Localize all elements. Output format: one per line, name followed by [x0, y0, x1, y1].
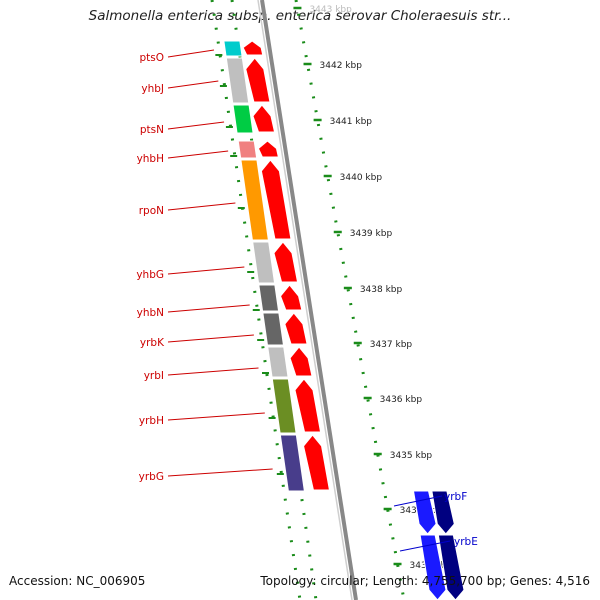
- gene-label: yrbI: [144, 370, 164, 382]
- gene-leader-line: [167, 150, 229, 159]
- gene-label: yrbF: [444, 491, 467, 503]
- gene-label: yrbE: [454, 536, 478, 548]
- scale-label: 3435 kbp: [390, 451, 433, 461]
- gene-arrow-reverse: [294, 378, 322, 433]
- ruler-inner-mid: [230, 0, 318, 600]
- gene-category-bar: [271, 378, 297, 434]
- backbone-line: [260, 0, 358, 600]
- gene-labels: ptsO yhbJ ptsN yhbH rpoN yhbG yhbN yrbK yrbI yrbH…: [136, 49, 478, 552]
- gene-label: yhbN: [137, 307, 164, 319]
- gene-category-bar: [279, 434, 305, 492]
- gene-arrow-forward: [412, 490, 437, 535]
- gene-leader-line: [393, 495, 443, 507]
- gene-category-bar: [240, 159, 269, 241]
- gene-leader-line: [167, 468, 273, 477]
- gene-leader-line: [167, 49, 215, 58]
- scale-label: 3437 kbp: [370, 340, 413, 350]
- gene-arrow-reverse: [260, 159, 292, 240]
- accession-label: Accession: NC_006905: [9, 574, 146, 588]
- gene-category-bar: [252, 241, 276, 284]
- gene-label: rpoN: [139, 205, 164, 217]
- gene-label: yrbG: [139, 471, 164, 483]
- gene-label: ptsO: [139, 52, 164, 64]
- gene-label: yhbG: [136, 269, 164, 281]
- backbone-shadow: [257, 0, 353, 600]
- gene-arrow-forward: [419, 534, 447, 600]
- gene-label: yhbH: [137, 153, 164, 165]
- gene-arrow-forward-shadow: [431, 490, 455, 535]
- gene-category-bar: [237, 140, 258, 159]
- gene-label: yrbH: [139, 415, 164, 427]
- scale-label: 3438 kbp: [360, 285, 403, 295]
- gene-leader-line: [167, 367, 259, 376]
- gene-leader-line: [167, 121, 225, 130]
- gene-arrow-reverse: [289, 346, 313, 377]
- gene-label: yhbJ: [141, 83, 164, 95]
- gene-arrow-forward-shadow: [437, 534, 465, 600]
- gene-arrow-reverse: [257, 140, 280, 158]
- gene-category-bar: [223, 40, 243, 57]
- gene-arrow-reverse: [242, 40, 264, 56]
- gene-category-bar: [267, 346, 289, 378]
- gene-arrow-reverse: [252, 104, 276, 133]
- genome-backbone: [257, 0, 358, 600]
- gene-label: ptsN: [140, 124, 164, 136]
- scale-label: 3436 kbp: [380, 395, 423, 405]
- gene-category-bar: [262, 312, 285, 346]
- scale-label: 3440 kbp: [340, 173, 383, 183]
- gene-features: [223, 40, 465, 600]
- scale-label: 3443 kbp: [309, 5, 352, 15]
- gene-leader-line: [399, 540, 451, 552]
- gene-label: yrbK: [140, 337, 165, 349]
- gene-arrow-reverse: [273, 241, 299, 283]
- gene-arrow-reverse: [284, 312, 308, 345]
- gene-arrow-reverse: [303, 434, 331, 491]
- gene-category-bar: [258, 284, 280, 312]
- map-title: Salmonella enterica subsp. enterica sero…: [88, 8, 512, 24]
- scale-label: 3439 kbp: [350, 229, 393, 239]
- scale-ruler: 3443 kbp 3442 kbp 3441 kbp 3440 kbp 3439 kbp…: [210, 0, 452, 600]
- gene-leader-line: [167, 304, 250, 313]
- gene-arrow-reverse: [245, 57, 271, 103]
- ruler-inner-left: [210, 0, 302, 600]
- gene-arrow-reverse: [279, 284, 303, 311]
- gene-leader-line: [167, 412, 265, 421]
- gene-leader-line: [167, 334, 254, 343]
- scale-label: 3441 kbp: [330, 117, 373, 127]
- scale-label: 3442 kbp: [320, 61, 363, 71]
- gene-category-bar: [225, 57, 250, 104]
- gene-leader-line: [167, 80, 219, 89]
- gene-category-bar: [232, 104, 254, 134]
- gene-leader-line: [167, 266, 245, 275]
- topology-label: Topology: circular; Length: 4,755,700 bp…: [260, 574, 590, 588]
- gene-leader-line: [167, 202, 236, 211]
